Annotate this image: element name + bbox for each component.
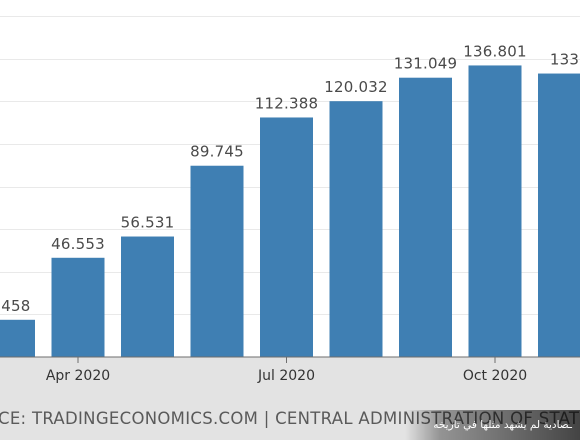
bar-apr-2020 bbox=[51, 257, 105, 357]
bar-aug-2020 bbox=[329, 101, 383, 358]
bar-may-2020 bbox=[121, 236, 174, 357]
bar-sep-2020 bbox=[399, 77, 452, 358]
bar-mar-2020 bbox=[0, 319, 35, 357]
x-tick-label: Oct 2020 bbox=[463, 368, 527, 384]
x-tick-label: Apr 2020 bbox=[46, 368, 110, 384]
value-labels: 7.458 46.553 56.531 89.745 112.388 120.032 131… bbox=[0, 42, 579, 314]
bar-nov-2020 bbox=[538, 73, 580, 357]
value-label: 7.458 bbox=[0, 297, 30, 315]
x-tick-label: Jul 2020 bbox=[257, 368, 315, 384]
value-label: 133 bbox=[550, 51, 579, 69]
bars bbox=[0, 65, 580, 358]
value-label: 120.032 bbox=[324, 78, 387, 96]
video-caption-overlay: ـصادية لم يشهد مثلها في تاريخه bbox=[405, 410, 580, 440]
value-label: 56.531 bbox=[121, 214, 175, 232]
bar-jun-2020 bbox=[190, 165, 244, 357]
value-label: 46.553 bbox=[51, 235, 105, 253]
value-label: 131.049 bbox=[394, 55, 457, 73]
bar-oct-2020 bbox=[468, 65, 522, 357]
x-axis-ticks: Apr 2020 Jul 2020 Oct 2020 bbox=[46, 357, 527, 384]
value-label: 112.388 bbox=[255, 94, 318, 112]
bar-jul-2020 bbox=[260, 117, 313, 357]
value-label: 136.801 bbox=[463, 42, 526, 60]
value-label: 89.745 bbox=[190, 143, 244, 161]
